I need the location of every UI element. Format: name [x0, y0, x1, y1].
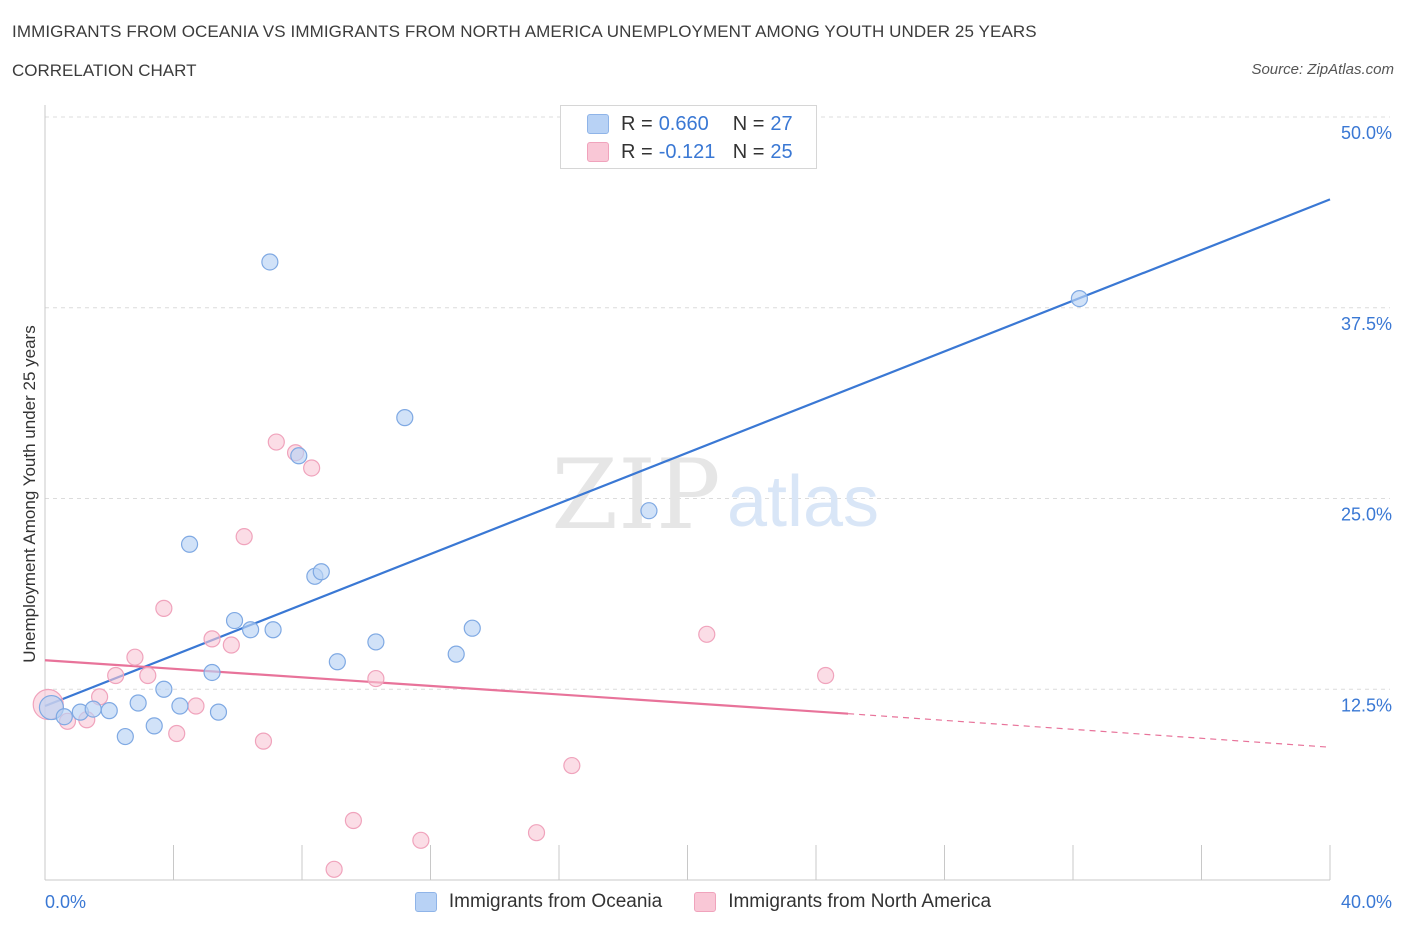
point-north-america	[527, 824, 546, 842]
point-oceania	[447, 645, 465, 663]
legend-item-oceania: Immigrants from Oceania	[414, 891, 663, 913]
watermark-zip: ZIP	[551, 439, 720, 551]
point-oceania	[367, 633, 385, 651]
point-north-america	[235, 528, 253, 546]
point-oceania	[312, 563, 330, 581]
point-north-america	[817, 666, 835, 685]
chart-subtitle: CORRELATION CHART	[12, 61, 197, 80]
series-legend: Immigrants from Oceania Immigrants from …	[0, 888, 1406, 916]
legend-n-value: 25	[770, 140, 793, 163]
legend-swatch-oceania	[414, 892, 437, 912]
point-north-america	[267, 433, 285, 451]
point-north-america	[168, 724, 186, 743]
point-oceania	[84, 700, 102, 718]
point-oceania	[640, 502, 658, 520]
point-oceania	[328, 653, 346, 671]
point-oceania	[129, 694, 147, 712]
trend-lines	[44, 198, 1331, 748]
point-north-america	[563, 756, 581, 775]
tick-labels: 12.5% 25.0% 37.5% 50.0% 0.0% 40.0%	[45, 123, 1392, 912]
point-oceania	[203, 663, 221, 682]
point-north-america	[155, 599, 173, 617]
legend-n-label: N =	[732, 112, 765, 135]
point-oceania	[55, 708, 73, 726]
trend-line-oceania	[44, 198, 1331, 708]
point-north-america	[222, 636, 240, 654]
point-oceania	[290, 447, 308, 465]
legend-swatch-north-america	[587, 142, 609, 162]
y-tick-label: 25.0%	[1341, 505, 1392, 525]
legend-r-label: R =	[621, 112, 653, 135]
legend-r-label: R =	[621, 140, 653, 163]
axes	[44, 105, 1331, 881]
point-oceania	[242, 621, 260, 639]
point-oceania	[209, 703, 228, 721]
x-tick-label: 0.0%	[45, 892, 86, 912]
y-tick-label: 50.0%	[1341, 123, 1392, 143]
point-oceania	[463, 619, 481, 637]
trend-line-north-america	[44, 659, 849, 715]
legend-item-north-america: Immigrants from North America	[694, 891, 991, 913]
correlation-legend: R = 0.660 N = 27 R = -0.121 N = 25	[560, 105, 817, 169]
point-oceania	[171, 697, 189, 715]
point-north-america	[367, 669, 385, 688]
gridlines	[45, 116, 1390, 690]
point-north-america	[187, 697, 205, 715]
point-oceania	[225, 611, 244, 630]
point-oceania	[261, 253, 279, 271]
watermark-atlas: atlas	[727, 462, 879, 542]
legend-row-oceania: R = 0.660 N = 27	[587, 112, 793, 136]
legend-n-value: 27	[770, 112, 793, 135]
point-north-america	[412, 831, 430, 849]
point-north-america	[126, 648, 144, 666]
legend-n-label: N =	[732, 140, 765, 163]
watermark: ZIP atlas	[551, 439, 879, 551]
point-north-america	[344, 811, 362, 830]
point-north-america	[203, 630, 221, 648]
point-north-america	[107, 666, 125, 685]
legend-label-oceania: Immigrants from Oceania	[448, 891, 663, 912]
point-north-america	[303, 459, 321, 477]
legend-label-north-america: Immigrants from North America	[728, 891, 992, 912]
y-axis-label: Unemployment Among Youth under 25 years	[20, 325, 39, 663]
x-tick-label: 40.0%	[1341, 892, 1392, 912]
trend-line-north-america-extension	[848, 713, 1331, 748]
source-label: Source: ZipAtlas.com	[1251, 61, 1394, 78]
data-points	[32, 253, 1089, 878]
point-oceania	[264, 621, 282, 639]
point-oceania	[180, 535, 199, 553]
point-north-america	[325, 860, 343, 878]
legend-r-value: 0.660	[658, 112, 709, 135]
legend-swatch-north-america	[694, 892, 717, 912]
point-oceania	[100, 702, 118, 720]
point-north-america	[139, 666, 157, 685]
y-tick-label: 12.5%	[1341, 695, 1392, 715]
legend-r-value: -0.121	[658, 140, 716, 163]
legend-swatch-oceania	[587, 114, 609, 134]
point-north-america	[698, 625, 716, 643]
y-tick-label: 37.5%	[1341, 314, 1392, 334]
point-north-america	[254, 732, 273, 750]
point-oceania	[116, 727, 134, 746]
point-oceania	[396, 409, 414, 427]
point-oceania	[1070, 289, 1089, 308]
point-oceania	[145, 717, 163, 735]
point-oceania	[155, 680, 173, 698]
chart-title: IMMIGRANTS FROM OCEANIA VS IMMIGRANTS FR…	[12, 22, 1037, 41]
legend-row-north-america: R = -0.121 N = 25	[587, 140, 793, 164]
